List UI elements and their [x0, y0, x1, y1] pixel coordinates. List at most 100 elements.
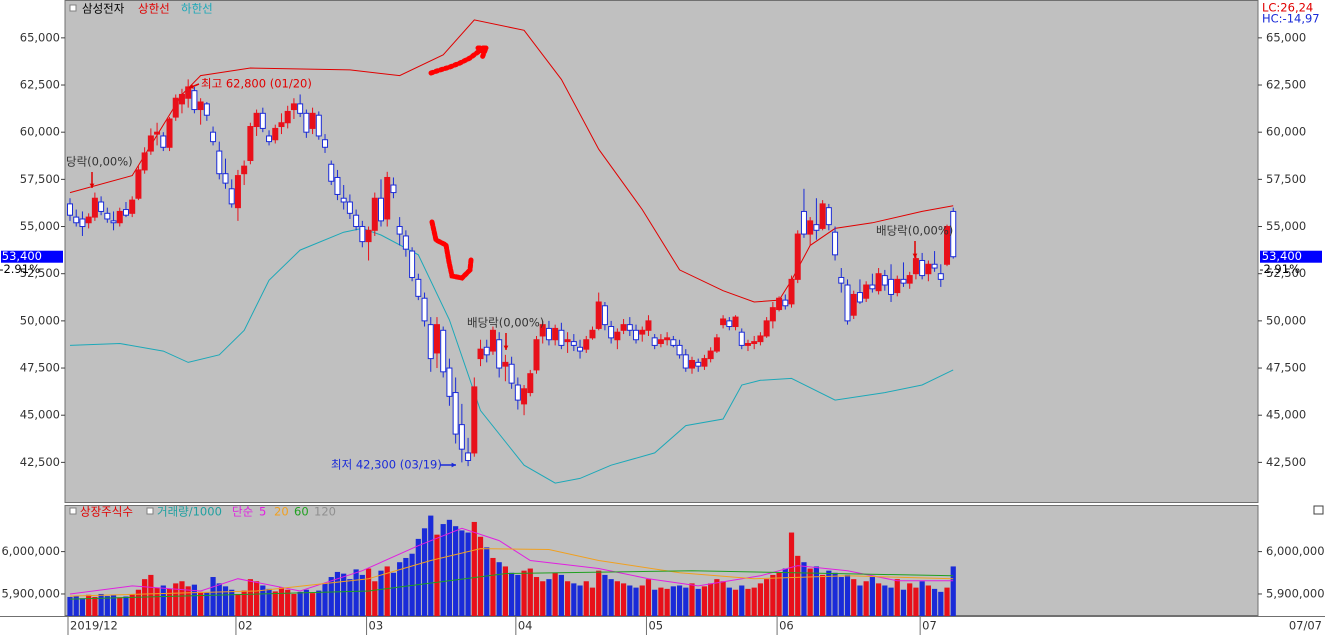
candle-body [850, 293, 857, 316]
volume-bar [764, 579, 770, 616]
volume-bar [938, 591, 944, 616]
volume-bar [241, 590, 247, 616]
volume-bar [813, 566, 819, 616]
x-tick-label: 2019/12 [70, 619, 118, 633]
candle-body [763, 320, 770, 337]
volume-bar [770, 574, 776, 616]
candle-body [912, 258, 919, 275]
volume-bar [148, 574, 154, 616]
y-tick-label: 47,500 [1266, 361, 1306, 375]
candle-body [533, 339, 540, 371]
volume-bar [73, 595, 79, 616]
candle-body [906, 275, 913, 284]
candle-body [782, 299, 789, 307]
candle-body [720, 318, 727, 326]
candle-body [931, 263, 938, 269]
volume-bar [826, 570, 832, 616]
annotation-arrowhead [503, 345, 509, 350]
candle-body [415, 278, 422, 297]
current-price: 53,400 [2, 249, 42, 263]
candle-body [427, 324, 434, 360]
candle-body [595, 301, 602, 329]
volume-bar [652, 589, 658, 616]
panel-button[interactable] [1313, 505, 1324, 515]
candle-body [508, 363, 515, 384]
candle-body [334, 176, 341, 195]
candle-body [583, 339, 590, 350]
volume-bar [229, 589, 235, 616]
volume-bar [297, 591, 303, 616]
y-tick-label: 42,500 [20, 455, 60, 469]
candle-body [856, 292, 863, 303]
volume-bar [79, 598, 86, 616]
candle-body [950, 210, 957, 258]
volume-bar [608, 579, 614, 616]
volume-bar [919, 581, 925, 616]
volume-bar [596, 570, 602, 616]
volume-bar [378, 570, 384, 616]
y-tick-label: 6,000,000 [1, 544, 60, 558]
y-tick-label: 50,000 [1266, 313, 1306, 327]
volume-bar [409, 553, 415, 616]
volume-bar [341, 573, 347, 616]
volume-bar [751, 587, 757, 616]
candle-body [141, 152, 148, 171]
y-tick-label: 60,000 [20, 125, 60, 139]
y-tick-label: 45,000 [1266, 408, 1306, 422]
volume-bar [490, 557, 496, 616]
candle-body [458, 424, 465, 450]
volume-bar [757, 583, 764, 616]
volume-bar [565, 581, 571, 616]
volume-label: 거래량/1000 [157, 505, 222, 519]
volume-bar [92, 596, 98, 616]
candle-body [129, 199, 136, 214]
candle-body [216, 150, 223, 175]
volume-bar [260, 585, 266, 616]
candle-body [79, 218, 86, 228]
candle-body [222, 173, 229, 184]
volume-bar [110, 595, 117, 616]
legend-label: 120 [314, 505, 336, 519]
candle-body [203, 103, 210, 116]
change: -2.91% [1259, 262, 1300, 276]
volume-bar [583, 581, 589, 616]
candle-body [732, 316, 739, 328]
volume-title: 상장주식수 [80, 505, 133, 519]
volume-bar [502, 566, 508, 616]
x-tick-label: 04 [518, 619, 533, 633]
candle-body [844, 284, 851, 322]
user-drawing [428, 45, 490, 76]
candle-body [154, 131, 161, 135]
candle-body [695, 361, 702, 367]
x-tick-label: 05 [648, 619, 663, 633]
x-tick-label: 06 [779, 619, 794, 633]
candle-body [832, 231, 839, 256]
volume-bar [614, 581, 620, 616]
volume-bar [216, 583, 222, 616]
candle-body [85, 216, 92, 224]
y-tick-label: 5,900,000 [1266, 586, 1325, 600]
y-tick-label: 52,500 [20, 266, 60, 280]
volume-bar [353, 569, 359, 616]
annotation-arrowhead [89, 183, 95, 188]
volume-bar [776, 572, 782, 616]
volume-bar [266, 588, 272, 616]
volume-bar [807, 568, 813, 616]
candle-body [776, 297, 783, 311]
candle-body [446, 367, 453, 397]
candle-body [944, 226, 951, 265]
volume-bar [390, 572, 397, 616]
volume-bar [695, 588, 701, 616]
legend-label: 하한선 [181, 2, 213, 16]
candle-body [682, 354, 689, 369]
user-drawing [429, 219, 474, 281]
candle-body [496, 339, 503, 369]
candle-body [160, 135, 167, 148]
volume-bar [907, 583, 913, 616]
candle-body [396, 226, 403, 235]
candle-body [147, 135, 154, 152]
candle-body [819, 203, 826, 229]
candle-body [608, 326, 615, 339]
candle-body [670, 339, 677, 346]
volume-bar [658, 587, 664, 616]
